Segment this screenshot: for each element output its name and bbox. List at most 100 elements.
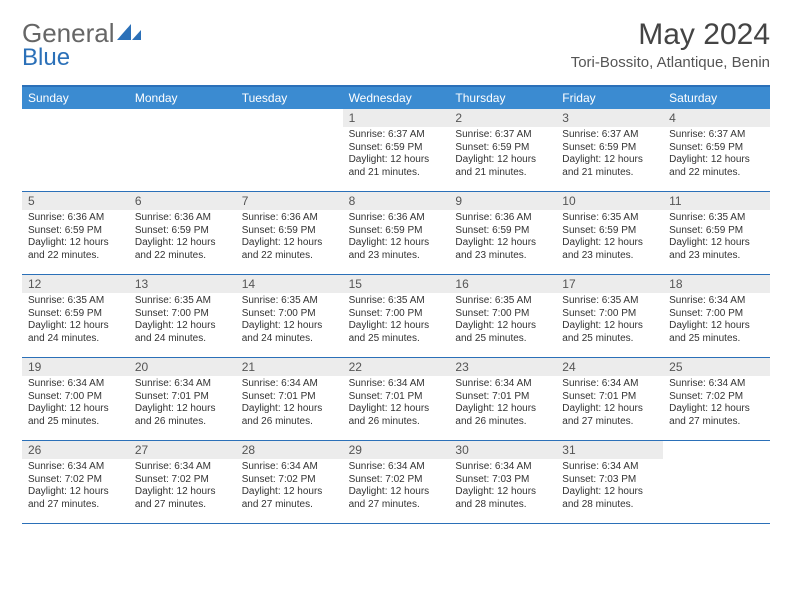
day-cell: 19Sunrise: 6:34 AMSunset: 7:00 PMDayligh…	[22, 358, 129, 440]
week-row: 12Sunrise: 6:35 AMSunset: 6:59 PMDayligh…	[22, 275, 770, 358]
day-cell: 15 Sunrise: 6:35 AMSunset: 7:00 PMDayligh…	[343, 275, 450, 357]
day-info: Sunrise: 6:37 AMSunset: 6:59 PMDaylight:…	[556, 129, 663, 179]
day-info: Sunrise: 6:36 AMSunset: 6:59 PMDaylight:…	[449, 212, 556, 262]
day-number: 24	[556, 358, 663, 376]
day-info: Sunrise: 6:34 AMSunset: 7:03 PMDaylight:…	[556, 461, 663, 511]
day-cell: 9 Sunrise: 6:36 AMSunset: 6:59 PMDaylight…	[449, 192, 556, 274]
day-cell: 30 Sunrise: 6:34 AMSunset: 7:03 PMDayligh…	[449, 441, 556, 523]
day-number: 7	[236, 192, 343, 210]
day-info: Sunrise: 6:34 AMSunset: 7:03 PMDaylight:…	[449, 461, 556, 511]
day-info: Sunrise: 6:34 AMSunset: 7:01 PMDaylight:…	[556, 378, 663, 428]
day-number: 22	[343, 358, 450, 376]
day-cell: 10Sunrise: 6:35 AMSunset: 6:59 PMDayligh…	[556, 192, 663, 274]
day-header-wednesday: Wednesday	[343, 87, 450, 109]
day-header-friday: Friday	[556, 87, 663, 109]
day-cell: 17 Sunrise: 6:35 AMSunset: 7:00 PMDayligh…	[556, 275, 663, 357]
day-header-thursday: Thursday	[449, 87, 556, 109]
day-cell: 1 Sunrise: 6:37 AMSunset: 6:59 PMDaylight…	[343, 109, 450, 191]
day-number: 16	[449, 275, 556, 293]
day-number: 6	[129, 192, 236, 210]
day-cell: 7 Sunrise: 6:36 AMSunset: 6:59 PMDaylight…	[236, 192, 343, 274]
day-info: Sunrise: 6:34 AMSunset: 7:01 PMDaylight:…	[236, 378, 343, 428]
day-number: 31	[556, 441, 663, 459]
day-info: Sunrise: 6:37 AMSunset: 6:59 PMDaylight:…	[663, 129, 770, 179]
day-number: 8	[343, 192, 450, 210]
day-info: Sunrise: 6:34 AMSunset: 7:02 PMDaylight:…	[343, 461, 450, 511]
day-cell: 22 Sunrise: 6:34 AMSunset: 7:01 PMDayligh…	[343, 358, 450, 440]
day-number: 17	[556, 275, 663, 293]
day-cell: 23 Sunrise: 6:34 AMSunset: 7:01 PMDayligh…	[449, 358, 556, 440]
day-cell: 26Sunrise: 6:34 AMSunset: 7:02 PMDayligh…	[22, 441, 129, 523]
day-info: Sunrise: 6:35 AMSunset: 7:00 PMDaylight:…	[556, 295, 663, 345]
empty-cell	[663, 441, 770, 523]
day-number: 26	[22, 441, 129, 459]
day-info: Sunrise: 6:36 AMSunset: 6:59 PMDaylight:…	[236, 212, 343, 262]
day-cell: 6 Sunrise: 6:36 AMSunset: 6:59 PMDaylight…	[129, 192, 236, 274]
day-number: 21	[236, 358, 343, 376]
empty-cell	[22, 109, 129, 191]
day-info: Sunrise: 6:35 AMSunset: 7:00 PMDaylight:…	[129, 295, 236, 345]
day-number: 1	[343, 109, 450, 127]
day-number: 27	[129, 441, 236, 459]
day-cell: 24 Sunrise: 6:34 AMSunset: 7:01 PMDayligh…	[556, 358, 663, 440]
week-row: 1 Sunrise: 6:37 AMSunset: 6:59 PMDaylight…	[22, 109, 770, 192]
day-info: Sunrise: 6:34 AMSunset: 7:00 PMDaylight:…	[663, 295, 770, 345]
day-number: 14	[236, 275, 343, 293]
day-number	[22, 109, 129, 127]
week-row: 26Sunrise: 6:34 AMSunset: 7:02 PMDayligh…	[22, 441, 770, 524]
day-number: 15	[343, 275, 450, 293]
day-cell: 8 Sunrise: 6:36 AMSunset: 6:59 PMDaylight…	[343, 192, 450, 274]
day-number: 9	[449, 192, 556, 210]
day-number: 23	[449, 358, 556, 376]
day-number: 2	[449, 109, 556, 127]
day-cell: 5Sunrise: 6:36 AMSunset: 6:59 PMDaylight…	[22, 192, 129, 274]
empty-cell	[236, 109, 343, 191]
day-cell: 28Sunrise: 6:34 AMSunset: 7:02 PMDayligh…	[236, 441, 343, 523]
day-info: Sunrise: 6:34 AMSunset: 7:01 PMDaylight:…	[449, 378, 556, 428]
day-cell: 12Sunrise: 6:35 AMSunset: 6:59 PMDayligh…	[22, 275, 129, 357]
day-number: 30	[449, 441, 556, 459]
day-info: Sunrise: 6:35 AMSunset: 6:59 PMDaylight:…	[22, 295, 129, 345]
day-info: Sunrise: 6:34 AMSunset: 7:02 PMDaylight:…	[129, 461, 236, 511]
day-number: 29	[343, 441, 450, 459]
week-row: 19Sunrise: 6:34 AMSunset: 7:00 PMDayligh…	[22, 358, 770, 441]
day-info: Sunrise: 6:34 AMSunset: 7:02 PMDaylight:…	[236, 461, 343, 511]
day-header-monday: Monday	[129, 87, 236, 109]
day-header-row: SundayMondayTuesdayWednesdayThursdayFrid…	[22, 87, 770, 109]
day-cell: 21 Sunrise: 6:34 AMSunset: 7:01 PMDayligh…	[236, 358, 343, 440]
day-header-tuesday: Tuesday	[236, 87, 343, 109]
day-cell: 13 Sunrise: 6:35 AMSunset: 7:00 PMDayligh…	[129, 275, 236, 357]
day-info: Sunrise: 6:36 AMSunset: 6:59 PMDaylight:…	[129, 212, 236, 262]
day-cell: 2 Sunrise: 6:37 AMSunset: 6:59 PMDaylight…	[449, 109, 556, 191]
day-info: Sunrise: 6:34 AMSunset: 7:01 PMDaylight:…	[343, 378, 450, 428]
day-cell: 20Sunrise: 6:34 AMSunset: 7:01 PMDayligh…	[129, 358, 236, 440]
day-cell: 27 Sunrise: 6:34 AMSunset: 7:02 PMDayligh…	[129, 441, 236, 523]
day-info: Sunrise: 6:37 AMSunset: 6:59 PMDaylight:…	[449, 129, 556, 179]
day-cell: 14 Sunrise: 6:35 AMSunset: 7:00 PMDayligh…	[236, 275, 343, 357]
day-number: 25	[663, 358, 770, 376]
header: General May 2024 Tori-Bossito, Atlantiqu…	[22, 18, 770, 71]
day-number	[663, 441, 770, 459]
day-info: Sunrise: 6:36 AMSunset: 6:59 PMDaylight:…	[343, 212, 450, 262]
day-cell: 25 Sunrise: 6:34 AMSunset: 7:02 PMDayligh…	[663, 358, 770, 440]
logo-icon	[117, 22, 143, 42]
day-cell: 18Sunrise: 6:34 AMSunset: 7:00 PMDayligh…	[663, 275, 770, 357]
day-cell: 29 Sunrise: 6:34 AMSunset: 7:02 PMDayligh…	[343, 441, 450, 523]
day-cell: 31 Sunrise: 6:34 AMSunset: 7:03 PMDayligh…	[556, 441, 663, 523]
month-title: May 2024	[571, 18, 770, 52]
day-number: 20	[129, 358, 236, 376]
day-number: 3	[556, 109, 663, 127]
day-info: Sunrise: 6:35 AMSunset: 7:00 PMDaylight:…	[236, 295, 343, 345]
day-info: Sunrise: 6:35 AMSunset: 6:59 PMDaylight:…	[663, 212, 770, 262]
calendar: SundayMondayTuesdayWednesdayThursdayFrid…	[22, 85, 770, 524]
day-info: Sunrise: 6:35 AMSunset: 7:00 PMDaylight:…	[343, 295, 450, 345]
day-number: 11	[663, 192, 770, 210]
title-block: May 2024 Tori-Bossito, Atlantique, Benin	[571, 18, 770, 71]
day-cell: 16Sunrise: 6:35 AMSunset: 7:00 PMDayligh…	[449, 275, 556, 357]
day-number: 13	[129, 275, 236, 293]
day-cell: 11 Sunrise: 6:35 AMSunset: 6:59 PMDayligh…	[663, 192, 770, 274]
day-number: 10	[556, 192, 663, 210]
day-info: Sunrise: 6:34 AMSunset: 7:02 PMDaylight:…	[663, 378, 770, 428]
empty-cell	[129, 109, 236, 191]
day-info: Sunrise: 6:37 AMSunset: 6:59 PMDaylight:…	[343, 129, 450, 179]
